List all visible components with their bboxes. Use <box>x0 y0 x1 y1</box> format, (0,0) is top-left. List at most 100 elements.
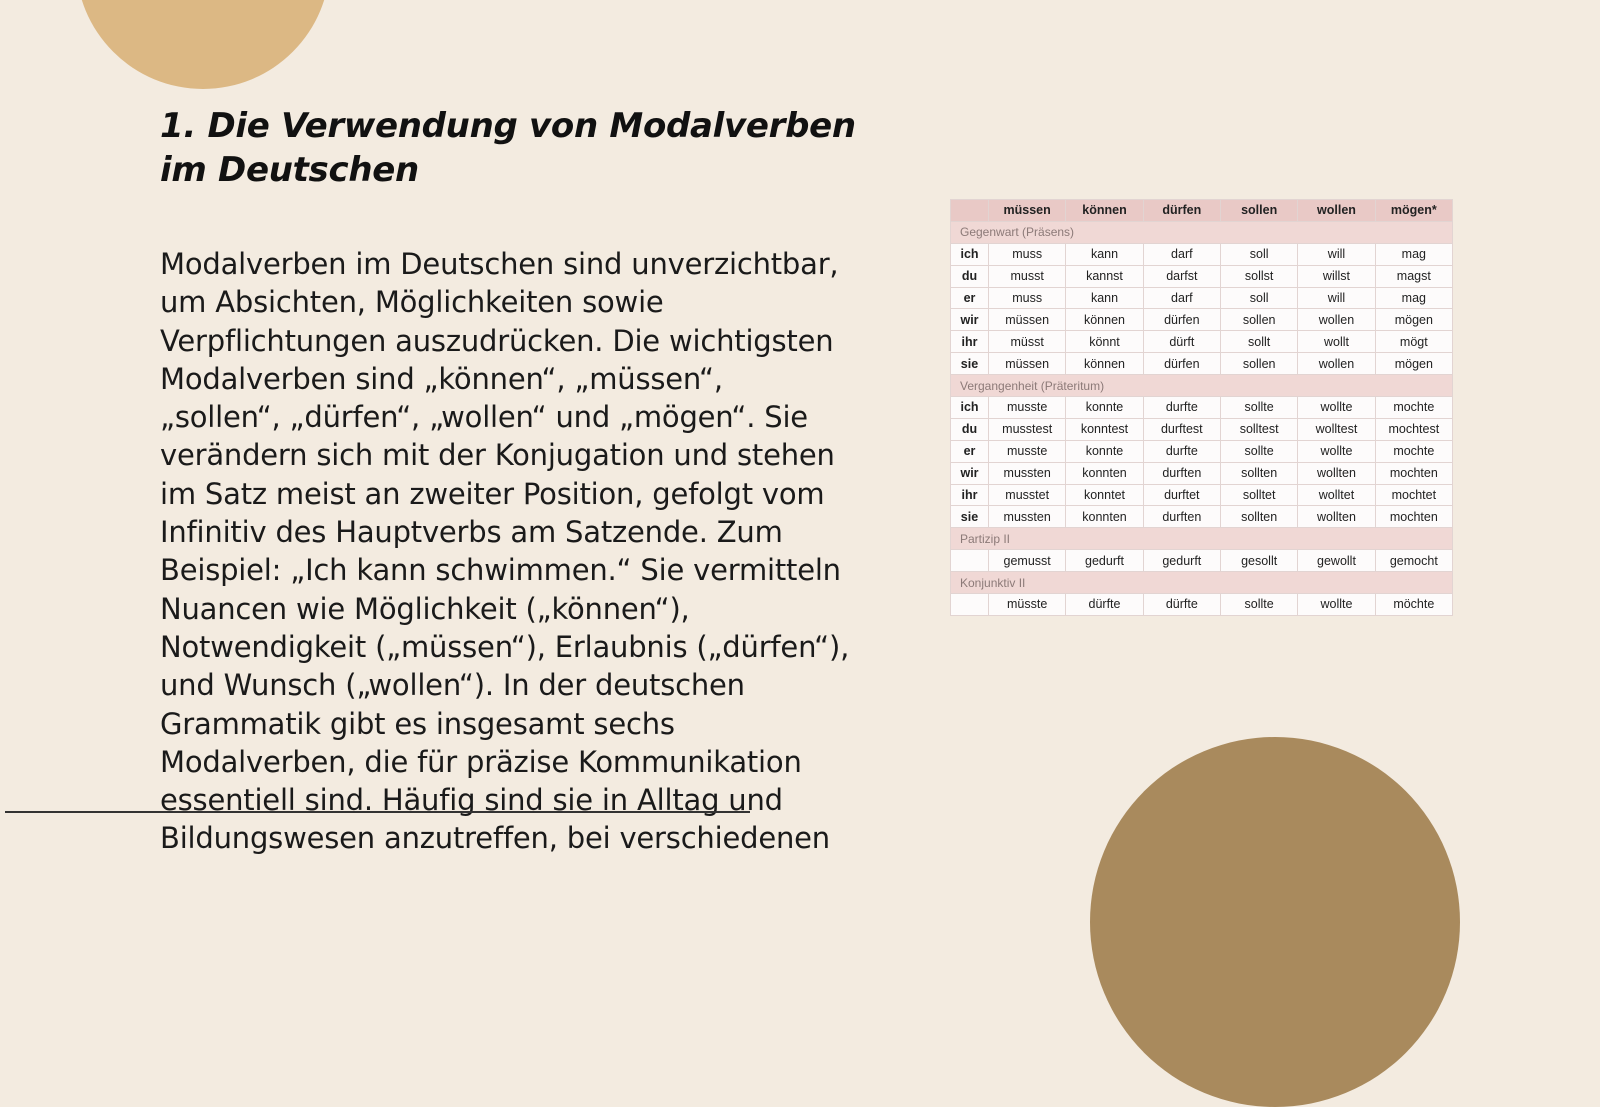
verb-form-cell: können <box>1065 352 1144 376</box>
verb-form-cell: mussten <box>987 505 1067 529</box>
verb-form-cell: sollen <box>1219 308 1299 332</box>
pronoun-cell: ich <box>950 396 989 419</box>
verb-form-cell: durfte <box>1142 396 1221 419</box>
verb-form-cell: konnte <box>1065 439 1144 463</box>
verb-form-cell: müsste <box>987 593 1067 616</box>
pronoun-cell: ihr <box>950 330 989 354</box>
verb-form-cell: wollte <box>1297 593 1376 616</box>
header-verb-cell: mögen* <box>1374 199 1454 222</box>
section-label: Partizip II <box>950 527 1453 551</box>
header-verb-cell: müssen <box>987 199 1067 222</box>
slide-title-line2: im Deutschen <box>160 150 419 190</box>
slide-title-line1: 1. Die Verwendung von Modalverben <box>160 106 856 146</box>
verb-form-cell: mögt <box>1374 330 1454 354</box>
pronoun-cell: ich <box>950 242 989 266</box>
verb-form-cell: sollten <box>1219 461 1299 485</box>
section-header-row: Partizip II <box>950 527 1453 551</box>
verb-form-cell: sollte <box>1219 396 1299 419</box>
verb-form-cell: kann <box>1065 286 1144 310</box>
verb-form-cell: können <box>1065 308 1144 332</box>
verb-form-cell: dürfen <box>1142 352 1221 376</box>
verb-form-cell: möchte <box>1374 593 1454 616</box>
verb-form-cell: mussten <box>987 461 1067 485</box>
table-row: ich musste konnte durfte sollte wollte mochte <box>950 396 1454 419</box>
header-verb-cell: dürfen <box>1142 199 1221 222</box>
verb-form-cell: mochtet <box>1374 483 1454 507</box>
pronoun-cell <box>950 593 989 616</box>
decorative-circle-top <box>76 0 330 89</box>
table-row: du musst kannst darfst sollst willst magst <box>950 264 1454 288</box>
horizontal-divider <box>5 811 750 813</box>
table-header-row: müssen können dürfen sollen wollen mögen* <box>950 199 1454 222</box>
table-row: er muss kann darf soll will mag <box>950 286 1454 310</box>
verb-form-cell: mochten <box>1374 461 1454 485</box>
table-row: du musstest konntest durftest solltest wollte… <box>950 417 1454 441</box>
verb-form-cell: musste <box>987 396 1067 419</box>
pronoun-cell: wir <box>950 461 989 485</box>
pronoun-cell: wir <box>950 308 989 332</box>
verb-form-cell: sollte <box>1219 593 1299 616</box>
pronoun-cell: du <box>950 264 989 288</box>
table-row: sie mussten konnten durften sollten wollten mo… <box>950 505 1454 529</box>
verb-form-cell: dürfte <box>1065 593 1144 616</box>
verb-form-cell: dürft <box>1142 330 1221 354</box>
table-row: wir mussten konnten durften sollten wollten mo… <box>950 461 1454 485</box>
verb-form-cell: mochte <box>1374 439 1454 463</box>
verb-form-cell: konnten <box>1065 461 1144 485</box>
section-label: Vergangenheit (Präteritum) <box>950 374 1453 398</box>
table-row: sie müssen können dürfen sollen wollen mögen <box>950 352 1454 376</box>
pronoun-cell: er <box>950 439 989 463</box>
decorative-circle-bottom <box>1090 737 1460 1107</box>
pronoun-cell: sie <box>950 505 989 529</box>
verb-form-cell: soll <box>1219 242 1299 266</box>
verb-form-cell: sollte <box>1219 439 1299 463</box>
verb-form-cell: sollen <box>1219 352 1299 376</box>
pronoun-cell: er <box>950 286 989 310</box>
verb-form-cell: musste <box>987 439 1067 463</box>
table-row: ich muss kann darf soll will mag <box>950 242 1454 266</box>
verb-form-cell: kannst <box>1065 264 1144 288</box>
verb-form-cell: wolltet <box>1297 483 1376 507</box>
verb-form-cell: konntet <box>1065 483 1144 507</box>
conjugation-table: müssen können dürfen sollen wollen mögen* Geg… <box>950 199 1454 616</box>
verb-form-cell: wollte <box>1297 439 1376 463</box>
verb-form-cell: musstet <box>987 483 1067 507</box>
verb-form-cell: darf <box>1142 286 1221 310</box>
verb-form-cell: will <box>1297 286 1376 310</box>
table-body: Gegenwart (Präsens) ich muss kann darf soll wi… <box>950 220 1454 616</box>
pronoun-cell: sie <box>950 352 989 376</box>
verb-form-cell: gedurft <box>1142 549 1221 573</box>
pronoun-cell <box>950 549 989 573</box>
verb-form-cell: will <box>1297 242 1376 266</box>
verb-form-cell: willst <box>1297 264 1376 288</box>
verb-form-cell: mögen <box>1374 352 1454 376</box>
verb-form-cell: darf <box>1142 242 1221 266</box>
verb-form-cell: kann <box>1065 242 1144 266</box>
slide-title: 1. Die Verwendung von Modalverben im Deu… <box>160 104 860 192</box>
verb-form-cell: mochtest <box>1374 417 1454 441</box>
verb-form-cell: darfst <box>1142 264 1221 288</box>
pronoun-cell: du <box>950 417 989 441</box>
pronoun-cell: ihr <box>950 483 989 507</box>
table-row: ihr musstet konntet durftet solltet wolltet mo… <box>950 483 1454 507</box>
verb-form-cell: solltet <box>1219 483 1299 507</box>
table-row: ihr müsst könnt dürft sollt wollt mögt <box>950 330 1454 354</box>
section-label: Gegenwart (Präsens) <box>950 220 1453 244</box>
table-row: er musste konnte durfte sollte wollte mochte <box>950 439 1454 463</box>
table-row: gemusst gedurft gedurft gesollt gewollt gemoc… <box>950 549 1454 573</box>
section-header-row: Gegenwart (Präsens) <box>950 220 1453 244</box>
verb-form-cell: durften <box>1142 461 1221 485</box>
section-header-row: Vergangenheit (Präteritum) <box>950 374 1453 398</box>
verb-form-cell: durftet <box>1142 483 1221 507</box>
section-label: Konjunktiv II <box>950 571 1453 595</box>
header-verb-cell: sollen <box>1219 199 1299 222</box>
verb-form-cell: gedurft <box>1065 549 1144 573</box>
verb-form-cell: mag <box>1374 242 1454 266</box>
verb-form-cell: soll <box>1219 286 1299 310</box>
verb-form-cell: sollten <box>1219 505 1299 529</box>
verb-form-cell: musst <box>987 264 1067 288</box>
verb-form-cell: konntest <box>1065 417 1144 441</box>
verb-form-cell: müssen <box>987 308 1067 332</box>
verb-form-cell: gemocht <box>1374 549 1454 573</box>
verb-form-cell: konnten <box>1065 505 1144 529</box>
